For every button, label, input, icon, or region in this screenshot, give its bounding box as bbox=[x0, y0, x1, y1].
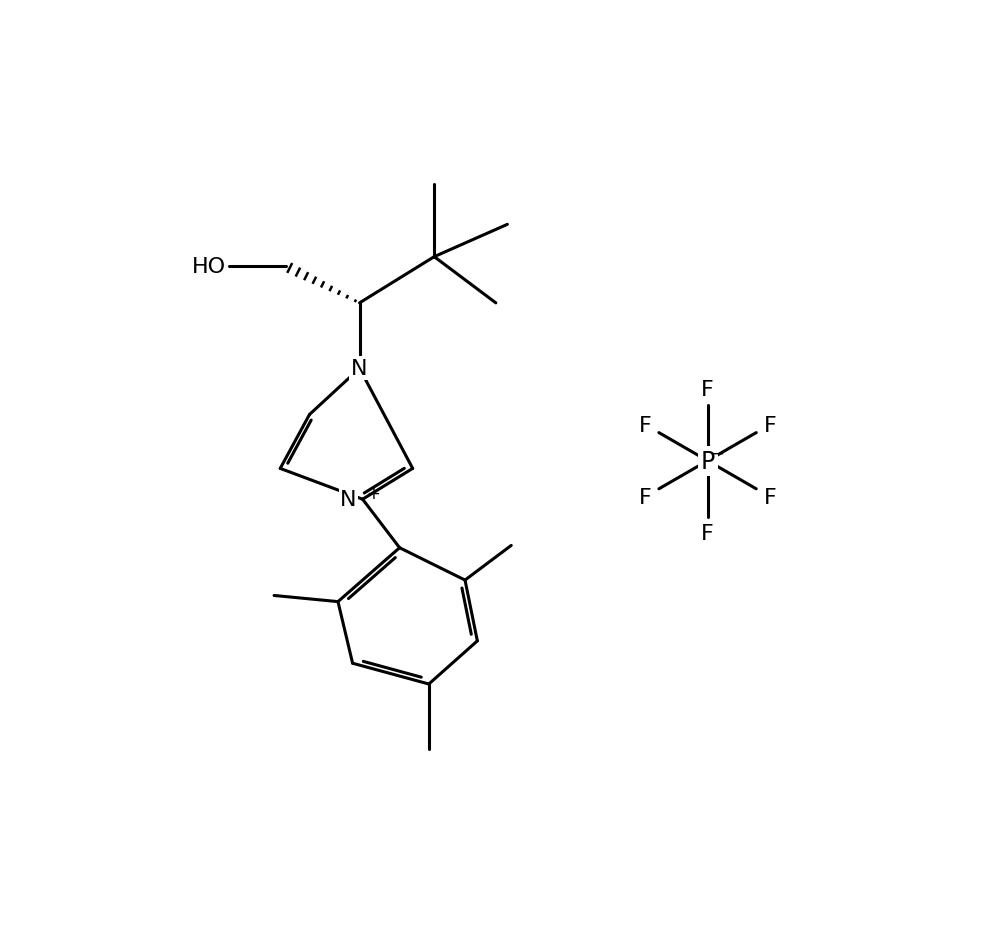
Text: N: N bbox=[351, 359, 368, 379]
Text: HO: HO bbox=[191, 257, 226, 276]
Text: −: − bbox=[711, 445, 725, 463]
Text: F: F bbox=[701, 379, 714, 400]
Text: F: F bbox=[701, 523, 714, 543]
Text: +: + bbox=[366, 485, 380, 502]
Text: F: F bbox=[639, 488, 651, 507]
Text: N: N bbox=[340, 489, 356, 510]
Text: F: F bbox=[639, 415, 651, 436]
Text: P: P bbox=[701, 450, 715, 473]
Text: F: F bbox=[763, 415, 776, 436]
Text: F: F bbox=[763, 488, 776, 507]
